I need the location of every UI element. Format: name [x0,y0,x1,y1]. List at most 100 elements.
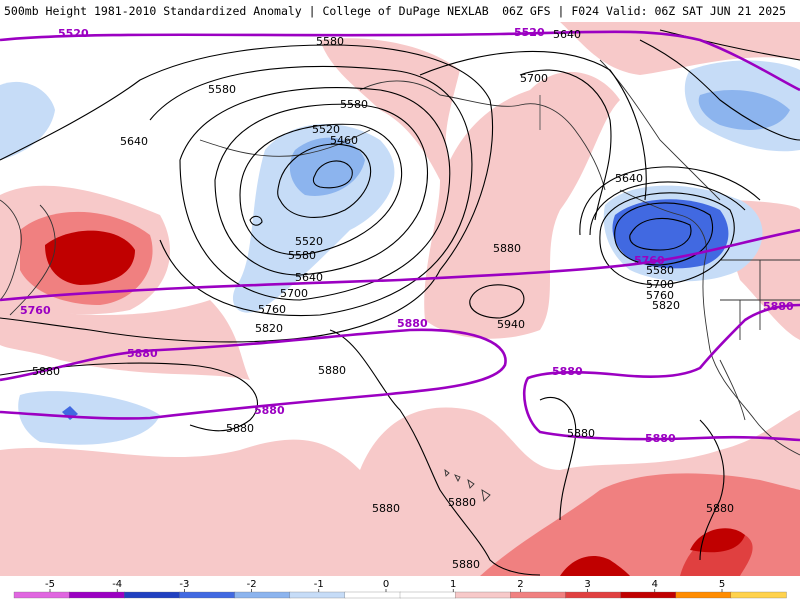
positive-anomaly-south-5 [690,528,745,553]
colorbar-swatch [565,591,622,599]
contour-5580-low [239,123,403,256]
label-5640-top: 5640 [553,28,581,41]
plabel-5520-e: 5520 [514,26,545,39]
plabel-5880-b: 5880 [397,317,428,330]
colorbar-swatch [510,591,567,599]
bc-coast [619,189,707,261]
anomaly-map[interactable]: 5580 5580 5580 5640 5520 5460 5520 5580 … [0,22,800,576]
label-5820: 5820 [255,322,283,335]
contour-5520-low [277,143,372,218]
hawaii-isl-1 [444,468,450,477]
colorbar-tick-label: 0 [383,579,389,590]
label-5760-ne: 5760 [646,289,674,302]
colorbar-tick-label: -3 [179,579,189,590]
plabel-5880-d: 5880 [552,365,583,378]
negative-anomaly-nw [0,81,55,160]
plabel-5520-w: 5520 [58,27,89,40]
plabel-5880-e: 5880 [645,432,676,445]
label-5460: 5460 [330,134,358,147]
label-5640-ne: 5640 [615,172,643,185]
label-5700-ne: 5700 [646,278,674,291]
purple-contours [0,30,800,442]
label-5940: 5940 [497,318,525,331]
colorbar-tick-label: 2 [517,579,523,590]
label-5820-ne: 5820 [652,299,680,312]
contour-ne-1 [629,217,692,251]
label-5580-top: 5580 [316,35,344,48]
label-5760-b: 5760 [258,303,286,316]
contour-5880-a [0,362,259,432]
contour-5760-low [149,65,473,317]
contour-ne-3 [599,192,735,286]
contour-5940 [469,284,525,319]
contour-5820 [0,44,494,343]
label-5580-b: 5580 [340,98,368,111]
label-5880-mid: 5880 [493,242,521,255]
negative-anomaly-bering-2 [289,137,365,196]
colorbar-tick-label: -2 [247,579,257,590]
label-5580-ne: 5580 [646,264,674,277]
colorbar-swatch [454,591,511,599]
plabel-5880-a: 5880 [127,347,158,360]
colorbar-swatch [399,591,456,599]
colorbar-swatch [124,591,181,599]
plabel-5760-e: 5760 [634,254,665,267]
contour-5700-low [179,87,451,301]
us-states-1 [720,259,800,340]
alaska-coast [359,80,606,191]
label-5880-w: 5880 [32,365,60,378]
colorbar-swatch [234,591,291,599]
label-5880-s1: 5880 [448,496,476,509]
contour-5880-b [329,329,541,576]
colorbar-swatch [730,591,787,599]
label-5580-a: 5580 [208,83,236,96]
product-title: 500mb Height 1981-2010 Standardized Anom… [4,4,489,18]
plabel-5760-w: 5760 [20,304,51,317]
contour-north-2 [659,29,800,61]
purple-5880-b [522,303,800,442]
positive-anomaly-top [560,22,800,75]
map-header: 500mb Height 1981-2010 Standardized Anom… [0,0,800,22]
anomaly-colorbar: -5 -4 -3 -2 -1 0 1 2 3 4 5 [0,576,800,600]
contour-5640-low [214,103,429,276]
label-5520-b: 5520 [295,235,323,248]
contour-north-1 [639,39,800,141]
label-5520-low: 5520 [312,123,340,136]
contour-5880-c [539,396,577,521]
colorbar-swatches [13,591,787,599]
label-5700-b: 5700 [280,287,308,300]
kamchatka-coast [9,204,56,316]
height-labels: 5580 5580 5580 5640 5520 5460 5520 5580 … [32,28,734,571]
model-run-info: 06Z GFS | F024 Valid: 06Z SAT JUN 21 202… [502,4,786,18]
colorbar-swatch [68,591,125,599]
label-5640-b: 5640 [295,271,323,284]
asia-coast [0,199,22,301]
positive-anomaly-nwpac-3 [45,230,135,285]
negative-anomaly-ne-2 [698,90,790,130]
contour-5880-d [699,419,725,561]
colorbar-swatch [675,591,732,599]
baja-coast [719,359,746,421]
colorbar-swatch [620,591,677,599]
label-5880-s4: 5880 [706,502,734,515]
colorbar-tick-label: -4 [112,579,122,590]
colorbar-svg: -5 -4 -3 -2 -1 0 1 2 3 4 5 [13,579,787,599]
colorbar-ticks: -5 -4 -3 -2 -1 0 1 2 3 4 5 [45,579,725,592]
purple-labels: 5520 5520 5760 5760 5880 5880 5880 5880 … [20,26,794,445]
contour-ne-2 [614,202,714,266]
colorbar-swatch [179,591,236,599]
height-contours [0,29,800,576]
label-5580-c: 5580 [288,249,316,262]
contour-5460 [312,160,353,189]
negative-anomaly-pnw-2 [612,199,729,269]
label-5880-sw: 5880 [226,422,254,435]
colorbar-tick-label: -1 [314,579,324,590]
purple-5880-a [0,328,507,420]
label-5700-n: 5700 [520,72,548,85]
colorbar-swatch [289,591,346,599]
plabel-5880-f: 5880 [763,300,794,313]
purple-5520 [0,30,800,92]
hawaii-isl-3 [467,478,475,489]
contour-5640-n [419,51,647,201]
colorbar-tick-label: 1 [450,579,456,590]
